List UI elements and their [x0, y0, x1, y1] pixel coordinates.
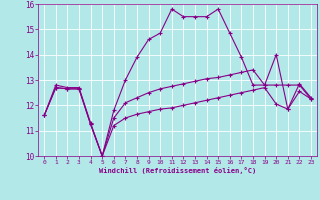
X-axis label: Windchill (Refroidissement éolien,°C): Windchill (Refroidissement éolien,°C) [99, 167, 256, 174]
